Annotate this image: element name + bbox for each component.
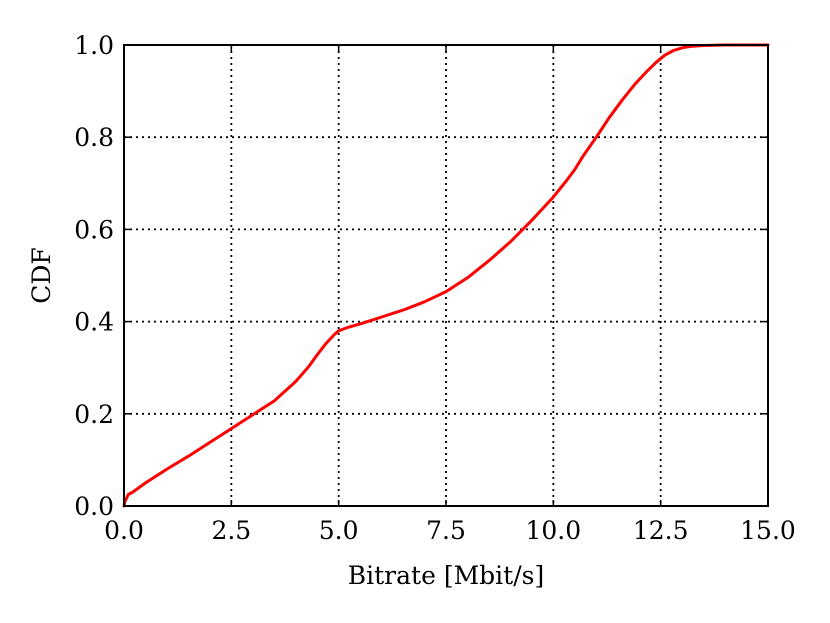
y-tick-label: 0.6	[74, 215, 114, 244]
cdf-series-line	[122, 43, 770, 508]
y-tick-label: 0.2	[74, 400, 114, 429]
y-tick-label: 1.0	[74, 31, 114, 60]
x-tick-label: 15.0	[740, 516, 796, 545]
y-tick-label: 0.8	[74, 123, 114, 152]
x-tick-label: 7.5	[426, 516, 466, 545]
x-tick-label: 0.0	[104, 516, 144, 545]
series-layer	[122, 43, 770, 508]
tick-layer: 0.0 2.5 5.0 7.5 10.0 12.5 15.0 0.0 0.2 0.4 0.6 0.8 1…	[74, 31, 796, 545]
y-axis-label: CDF	[27, 247, 56, 304]
x-tick-label: 5.0	[319, 516, 359, 545]
x-tick-label: 10.0	[525, 516, 581, 545]
x-tick-label: 12.5	[633, 516, 689, 545]
x-axis-label: Bitrate [Mbit/s]	[348, 561, 544, 590]
y-tick-label: 0.4	[74, 308, 114, 337]
y-tick-label: 0.0	[74, 492, 114, 521]
x-tick-label: 2.5	[211, 516, 251, 545]
